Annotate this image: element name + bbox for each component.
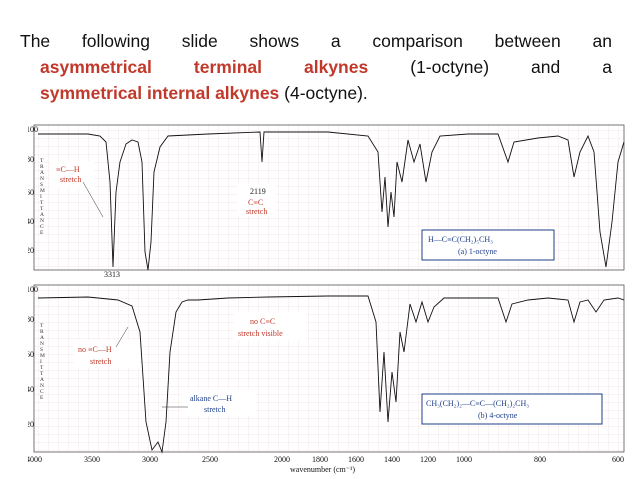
bottom-y-tick-80: 80 — [28, 315, 34, 324]
anno-no-cc-label: no C≡C — [250, 317, 275, 326]
caption-1-octyne-name: (a) 1-octyne — [458, 247, 497, 256]
spectrum-panel-1-octyne: 100 80 60 40 20 T R A N S M I T T A N C … — [28, 124, 625, 279]
top-axis-letter: T — [40, 206, 44, 212]
top-axis-letter: A — [40, 170, 44, 176]
bottom-y-tick-20: 20 — [28, 420, 34, 429]
bottom-axis-transmittance: T R A N S M I T T A N C E — [40, 323, 45, 401]
anno-cc-bond: C≡C — [248, 198, 263, 207]
bottom-axis-letter: N — [40, 341, 44, 347]
top-axis-transmittance: T R A N S M I T T A N C E — [40, 158, 45, 236]
bottom-axis-letter: I — [40, 359, 42, 365]
internal-example: (4-octyne). — [279, 83, 368, 103]
anno-cc-stretch-top: 2119 C≡C stretch — [238, 184, 276, 216]
term-internal-alkynes: symmetrical internal alkynes — [40, 83, 280, 103]
bottom-axis-letter: R — [40, 329, 44, 335]
ir-spectra-figure: 100 80 60 40 20 T R A N S M I T T A N C … — [28, 122, 628, 474]
anno-alkane-label: alkane C—H — [190, 394, 232, 403]
bottom-axis-letter: S — [40, 347, 43, 353]
x-tick-1600: 1600 — [348, 455, 364, 464]
anno-ch-stretch-label: stretch — [60, 175, 81, 184]
intro-line-2: asymmetrical terminal alkynes (1-octyne)… — [20, 54, 612, 80]
top-axis-letter: S — [40, 182, 43, 188]
bottom-axis-letter: E — [40, 395, 44, 401]
x-tick-3000: 3000 — [142, 455, 158, 464]
intro-line-3: symmetrical internal alkynes (4-octyne). — [20, 80, 612, 106]
top-y-tick-60: 60 — [28, 188, 34, 197]
bottom-axis-letter: C — [40, 389, 44, 395]
caption-1-octyne: H—C≡C(CH₂)₅CH₃ (a) 1-octyne — [421, 229, 555, 261]
anno-no-ch-stretch-label: stretch — [90, 357, 111, 366]
bottom-axis-letter: T — [40, 323, 44, 329]
spectrum-trace-1-octyne — [38, 131, 625, 271]
bottom-axis-letter: A — [40, 335, 44, 341]
anno-peak-3313: 3313 — [104, 270, 120, 279]
top-axis-letter: M — [40, 188, 45, 194]
top-y-ticks: 100 80 60 40 20 — [28, 125, 38, 255]
top-axis-letter: E — [40, 230, 44, 236]
x-axis-label: wavenumber (cm⁻¹) — [290, 465, 355, 474]
top-y-tick-80: 80 — [28, 155, 34, 164]
x-tick-4000: 4000 — [28, 455, 42, 464]
top-axis-letter: N — [40, 176, 44, 182]
top-axis-letter: C — [40, 224, 44, 230]
slide-intro-text: The following slide shows a comparison b… — [20, 28, 612, 106]
term-terminal-alkynes: asymmetrical terminal alkynes — [40, 57, 369, 77]
bottom-axis-letter: A — [40, 377, 44, 383]
top-axis-letter: A — [40, 212, 44, 218]
bottom-axis-letter: T — [40, 365, 44, 371]
top-y-tick-40: 40 — [28, 217, 34, 226]
bottom-axis-letter: M — [40, 353, 45, 359]
top-y-tick-20: 20 — [28, 246, 34, 255]
x-tick-1400: 1400 — [384, 455, 400, 464]
bottom-axis-letter: T — [40, 371, 44, 377]
x-tick-1000: 1000 — [456, 455, 472, 464]
caption-4-octyne: CH₃(CH₂)₂—C≡C—(CH₂)₂CH₃ (b) 4-octyne — [421, 393, 603, 425]
anno-no-ch-stretch: no ≡C—H stretch — [74, 326, 140, 368]
top-axis-letter: T — [40, 200, 44, 206]
anno-no-cc-stretch: no C≡C stretch visible — [234, 312, 306, 340]
x-tick-600: 600 — [612, 455, 624, 464]
x-tick-3500: 3500 — [84, 455, 100, 464]
ir-spectra-svg: 100 80 60 40 20 T R A N S M I T T A N C … — [28, 124, 625, 474]
bottom-axis-letter: N — [40, 383, 44, 389]
intro-prefix: The following slide shows a comparison b… — [20, 31, 612, 51]
top-axis-letter: R — [40, 164, 44, 170]
x-tick-1200: 1200 — [420, 455, 436, 464]
spectrum-panel-4-octyne: 100 80 60 40 20 T R A N S M I T T A N C … — [28, 284, 625, 454]
x-tick-2000: 2000 — [274, 455, 290, 464]
spectrum-trace-4-octyne — [37, 295, 625, 454]
anno-no-ch-label: no ≡C—H — [78, 345, 112, 354]
anno-no-cc-stretch-label: stretch visible — [238, 329, 283, 338]
intro-line-1: The following slide shows a comparison b… — [20, 28, 612, 54]
terminal-example: (1-octyne) and a — [368, 57, 612, 77]
bottom-y-tick-60: 60 — [28, 350, 34, 359]
top-y-tick-100: 100 — [28, 125, 38, 134]
top-axis-letter: I — [40, 194, 42, 200]
caption-1-octyne-formula: H—C≡C(CH₂)₅CH₃ — [428, 235, 493, 244]
anno-ch-bond: ≡C—H — [56, 165, 80, 174]
x-axis: 4000 3500 3000 2500 2000 1800 1600 1400 … — [28, 455, 624, 474]
x-tick-1800: 1800 — [312, 455, 328, 464]
top-axis-letter: T — [40, 158, 44, 164]
anno-alkane-ch-stretch: alkane C—H stretch — [162, 390, 256, 416]
anno-ch-stretch-top: ≡C—H stretch — [50, 162, 104, 218]
bottom-y-tick-100: 100 — [28, 285, 38, 294]
anno-cc-stretch-label: stretch — [246, 207, 267, 216]
x-tick-2500: 2500 — [202, 455, 218, 464]
anno-peak-2119: 2119 — [250, 187, 266, 196]
caption-4-octyne-name: (b) 4-octyne — [478, 411, 518, 420]
top-axis-letter: N — [40, 218, 44, 224]
bottom-y-ticks: 100 80 60 40 20 — [28, 285, 38, 429]
anno-alkane-stretch-label: stretch — [204, 405, 225, 414]
caption-4-octyne-formula: CH₃(CH₂)₂—C≡C—(CH₂)₂CH₃ — [426, 399, 529, 408]
x-tick-800: 800 — [534, 455, 546, 464]
bottom-y-tick-40: 40 — [28, 385, 34, 394]
